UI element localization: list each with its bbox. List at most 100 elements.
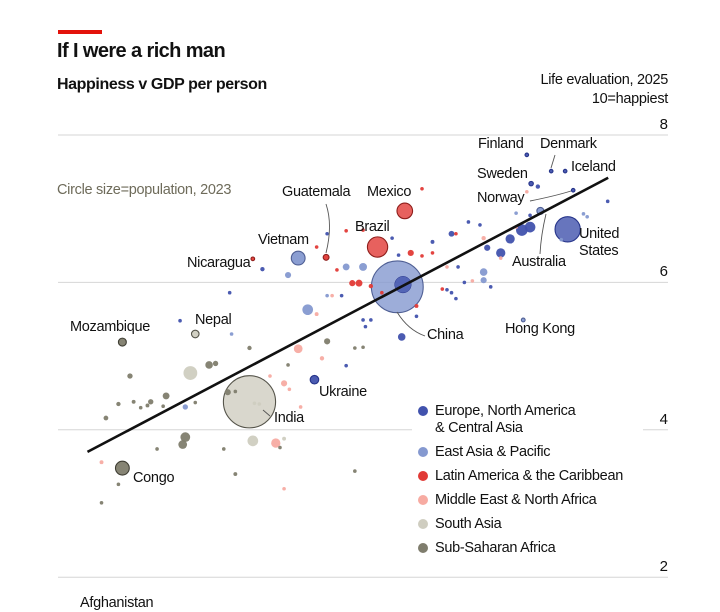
size-note: Circle size=population, 2023 — [57, 182, 232, 198]
label-australia: Australia — [512, 254, 566, 270]
chart-title: If I were a rich man — [57, 40, 226, 62]
data-point — [247, 435, 259, 447]
data-point — [282, 436, 287, 441]
label-vietnam: Vietnam — [258, 232, 309, 248]
legend-swatch — [418, 471, 428, 481]
data-point — [562, 168, 568, 174]
data-point — [284, 271, 292, 279]
data-point — [342, 263, 350, 271]
data-point — [344, 363, 348, 368]
data-point — [155, 447, 159, 451]
data-point — [99, 460, 104, 465]
data-point — [183, 366, 198, 380]
data-point — [117, 337, 127, 347]
leader-india — [262, 409, 271, 417]
data-point — [605, 199, 610, 204]
label-hong-kong: Hong Kong — [505, 321, 575, 337]
label-nicaragua: Nicaragua — [187, 255, 251, 271]
label-brazil: Brazil — [355, 219, 390, 235]
legend-label: Europe, North America — [435, 403, 576, 419]
data-point — [488, 285, 493, 289]
legend-swatch — [418, 519, 428, 529]
data-point — [368, 283, 374, 289]
legend-item-east-asia: East Asia & Pacific — [416, 444, 623, 461]
data-point — [420, 254, 424, 258]
data-point — [397, 333, 406, 341]
data-point — [445, 265, 449, 269]
legend-item-mena: Middle East & North Africa — [416, 492, 623, 509]
data-point — [116, 401, 121, 407]
data-point — [287, 387, 292, 392]
data-point — [309, 374, 320, 385]
leader-norway — [529, 190, 572, 202]
y-tick-label: 4 — [659, 410, 668, 428]
data-point — [298, 405, 303, 409]
data-point — [282, 486, 286, 491]
data-point — [322, 253, 330, 261]
data-point — [302, 304, 314, 316]
data-point — [252, 401, 257, 406]
data-point — [581, 212, 586, 216]
data-point — [103, 415, 109, 421]
label-ukraine: Ukraine — [319, 384, 367, 400]
data-point — [138, 405, 143, 410]
data-point — [363, 324, 368, 329]
data-point — [178, 318, 182, 323]
data-point — [466, 220, 471, 224]
data-point — [99, 500, 104, 505]
label-guatemala: Guatemala — [282, 184, 351, 200]
data-point — [260, 266, 265, 272]
data-point — [127, 373, 133, 379]
data-point — [319, 356, 325, 361]
label-china: China — [427, 327, 464, 343]
y-tick-label: 2 — [659, 558, 668, 576]
label-mexico: Mexico — [367, 184, 412, 200]
legend-swatch — [418, 543, 428, 553]
label-denmark: Denmark — [540, 136, 597, 152]
data-point — [280, 380, 288, 387]
data-point — [456, 265, 460, 269]
data-point — [414, 304, 419, 308]
data-point — [212, 360, 219, 367]
data-point — [361, 318, 365, 322]
data-point — [407, 249, 414, 257]
data-point — [355, 279, 363, 287]
legend-item-latin-america: Latin America & the Caribbean — [416, 468, 623, 485]
data-point — [470, 279, 475, 283]
data-point — [479, 268, 488, 276]
data-point — [480, 277, 487, 284]
data-point — [448, 230, 455, 237]
data-point — [114, 460, 130, 476]
label-norway: Norway — [477, 190, 525, 207]
data-point — [190, 329, 200, 339]
data-point — [233, 389, 238, 394]
data-point — [344, 229, 348, 233]
leader-china — [396, 311, 426, 337]
legend-swatch — [418, 447, 428, 457]
data-point — [440, 287, 445, 291]
data-point — [361, 228, 365, 232]
data-point — [222, 375, 277, 429]
data-point — [570, 187, 576, 193]
label-congo: Congo — [133, 470, 175, 486]
data-point — [514, 211, 518, 215]
data-point — [257, 402, 262, 406]
label-iceland: Iceland — [571, 159, 616, 175]
data-point — [314, 245, 319, 249]
label-india: India — [274, 410, 304, 426]
data-point — [524, 221, 536, 233]
data-point — [178, 440, 188, 449]
data-point — [505, 234, 515, 244]
legend-swatch — [418, 495, 428, 505]
data-point — [205, 361, 213, 369]
data-point — [520, 317, 526, 323]
data-point — [353, 469, 357, 473]
data-point — [366, 236, 389, 258]
data-point — [161, 404, 165, 409]
data-point — [554, 216, 581, 243]
label-nepal: Nepal — [195, 312, 232, 328]
data-point — [559, 237, 564, 242]
data-point — [268, 374, 272, 378]
data-point — [390, 236, 394, 240]
